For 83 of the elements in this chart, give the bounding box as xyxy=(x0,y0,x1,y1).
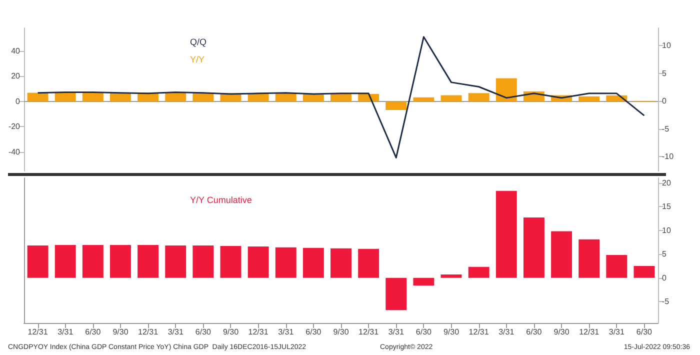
bar xyxy=(330,94,352,102)
x-tick-label: 12/31 xyxy=(28,328,48,336)
y2-tick-label: 0 xyxy=(662,96,667,106)
x-tick-label: 6/30 xyxy=(636,328,653,336)
y2-tick-label: -10 xyxy=(662,152,674,162)
bar xyxy=(165,246,186,278)
bar xyxy=(413,97,434,102)
bar xyxy=(54,92,76,102)
y-tick-label: -40 xyxy=(8,148,21,157)
x-tick-label: 9/30 xyxy=(222,328,240,336)
bar xyxy=(413,278,434,286)
x-tick-label: 12/31 xyxy=(138,328,159,336)
bar xyxy=(358,248,380,278)
y2-tick-label: 10 xyxy=(662,41,672,50)
bar xyxy=(578,239,600,278)
text: Q/Q xyxy=(190,37,207,47)
bar xyxy=(220,246,242,278)
x-tick-label: 6/30 xyxy=(195,328,212,336)
bar xyxy=(110,245,131,278)
x-tick-label: 6/30 xyxy=(526,328,542,336)
bar xyxy=(496,78,517,102)
bar xyxy=(138,245,159,278)
bar xyxy=(275,247,296,278)
bar xyxy=(54,245,76,278)
x-tick-label: 3/31 xyxy=(498,328,515,336)
text: Y/Y Cumulative xyxy=(190,195,252,205)
bar xyxy=(165,92,186,102)
bar xyxy=(578,96,600,102)
bar xyxy=(468,266,490,278)
x-tick-label: 3/31 xyxy=(608,328,625,336)
y2-tick-label: -5 xyxy=(662,124,670,134)
bar xyxy=(27,246,48,278)
y2-tick-label: 5 xyxy=(662,68,667,78)
x-tick-label: 6/30 xyxy=(85,328,102,336)
bar xyxy=(302,94,324,102)
bar xyxy=(634,266,655,278)
y-tick-label: 0 xyxy=(16,96,21,106)
bar xyxy=(27,92,48,102)
bar xyxy=(496,190,517,278)
bar xyxy=(468,93,490,102)
y2-tick-label: 10 xyxy=(662,226,672,235)
bar xyxy=(275,93,296,102)
x-tick-label: 9/30 xyxy=(333,328,350,336)
bar xyxy=(302,248,324,278)
x-tick-label: 3/31 xyxy=(388,328,404,336)
bar xyxy=(330,248,352,278)
line-series xyxy=(37,36,645,158)
x-tick-label: 3/31 xyxy=(168,328,184,336)
bar xyxy=(440,274,462,278)
y2-tick-label: -5 xyxy=(662,297,670,306)
bar xyxy=(192,246,214,278)
bar xyxy=(523,217,544,278)
x-tick-label: 9/30 xyxy=(443,328,460,336)
bar xyxy=(248,93,269,102)
x-tick-label: 12/31 xyxy=(248,328,269,336)
y2-tick-label: 20 xyxy=(662,178,672,188)
text: Y/Y xyxy=(190,54,205,64)
x-tick-label: 9/30 xyxy=(112,328,129,336)
x-tick-label: 12/31 xyxy=(468,328,490,336)
x-tick-label: 12/31 xyxy=(579,328,600,336)
x-tick-label: 3/31 xyxy=(278,328,294,336)
y-tick-label: 20 xyxy=(11,72,21,81)
bar xyxy=(248,246,269,278)
x-tick-label: 6/30 xyxy=(306,328,322,336)
bar xyxy=(386,278,407,310)
x-tick-label: 9/30 xyxy=(554,328,570,336)
bar xyxy=(551,231,572,278)
x-tick-label: 3/31 xyxy=(58,328,74,336)
y-tick-label: -20 xyxy=(8,122,21,132)
bar xyxy=(358,94,380,102)
x-tick-label: 12/31 xyxy=(358,328,380,336)
bar xyxy=(440,95,462,102)
y2-tick-label: 15 xyxy=(662,202,672,212)
bar xyxy=(192,92,214,102)
y-tick-label: 40 xyxy=(11,46,21,56)
bar xyxy=(82,245,104,278)
y2-tick-label: 5 xyxy=(662,250,667,259)
bar xyxy=(110,92,131,102)
bar xyxy=(82,92,104,102)
bar xyxy=(606,255,628,278)
y2-tick-label: 0 xyxy=(662,273,667,282)
bar xyxy=(386,101,407,110)
x-tick-label: 6/30 xyxy=(416,328,432,336)
